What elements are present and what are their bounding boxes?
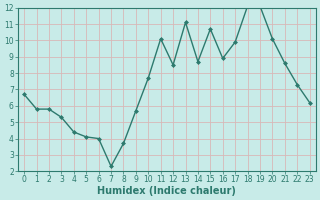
X-axis label: Humidex (Indice chaleur): Humidex (Indice chaleur)	[98, 186, 236, 196]
